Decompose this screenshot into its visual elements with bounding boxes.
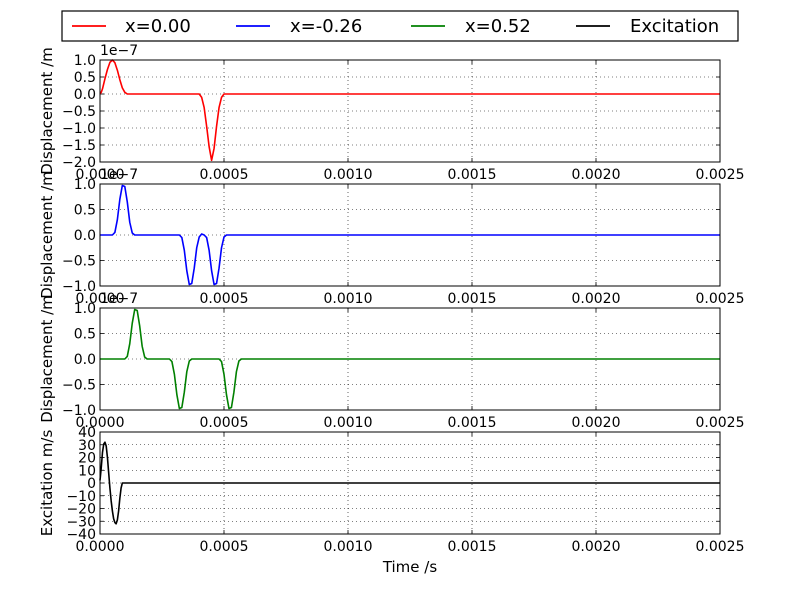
axes-frame	[99, 183, 721, 287]
y-tick-label: −1.0	[62, 403, 96, 419]
x-tick-label: 0.0005	[200, 415, 249, 431]
x-tick-label: 0.0005	[200, 291, 249, 307]
x-tick-label: 0.0010	[324, 167, 373, 183]
y-tick-label: 0.5	[74, 70, 96, 86]
y-tick-label: 0.0	[74, 228, 96, 244]
subplot-2: 0.0000 0.0005 0.0010 0.0015 0.0020 0.0025 −1.0…	[38, 167, 745, 307]
subplot-4: 0.0000 0.0005 0.0010 0.0015 0.0020 0.0025−40−…	[38, 425, 745, 555]
axes-frame	[99, 307, 721, 411]
y-tick-label: 1.0	[74, 53, 96, 69]
subplot-3: 0.0000 0.0005 0.0010 0.0015 0.0020 0.0025 −1.0…	[38, 291, 745, 431]
legend-frame	[61, 10, 739, 42]
y-tick-label: 20	[78, 451, 96, 467]
y-tick-label: −10	[66, 489, 96, 505]
y-tick-label: −0.5	[62, 378, 96, 394]
x-tick-label: 0.0000	[76, 415, 125, 431]
x-tick-label: 0.0020	[572, 291, 621, 307]
x-tick-label: 0.0010	[324, 539, 373, 555]
x-tick-label: 0.0000	[76, 291, 125, 307]
x-tick-label: 0.0010	[324, 415, 373, 431]
x-tick-label: 0.0025	[696, 539, 745, 555]
subplot-1: 0.0000 0.0005 0.0010 0.0015 0.0020 0.0025 −2.0…	[38, 43, 745, 183]
x-tick-label: 0.0005	[200, 167, 249, 183]
y-tick-label: −1.5	[62, 138, 96, 154]
y-tick-label: −20	[66, 502, 96, 518]
y-tick-label: 30	[78, 438, 96, 454]
series-line-excitation	[99, 441, 720, 525]
x-tick-label: 0.0025	[696, 291, 745, 307]
y-axis-label: Displacement /m	[38, 47, 56, 175]
x-tick-label: 0.0015	[448, 539, 497, 555]
y-axis-label: Excitation m/s	[38, 430, 56, 537]
x-tick-label: 0.0025	[696, 415, 745, 431]
axis-offset-text: 1e−7	[100, 291, 138, 307]
y-tick-label: −1.0	[62, 121, 96, 137]
y-tick-label: 1.0	[74, 177, 96, 193]
axes-frame	[99, 59, 721, 163]
x-tick-label: 0.0010	[324, 291, 373, 307]
series-line-x-minus-0-26	[100, 184, 720, 286]
y-tick-label: 0.0	[74, 352, 96, 368]
x-tick-label: 0.0015	[448, 291, 497, 307]
y-tick-label: 0.0	[74, 87, 96, 103]
legend: x=0.00 x=-0.26 x=0.52 Excitation	[61, 10, 739, 42]
y-tick-label: −0.5	[62, 104, 96, 120]
x-tick-label: 0.0015	[448, 167, 497, 183]
y-axis-label: Displacement /m	[38, 295, 56, 423]
y-tick-label: 1.0	[74, 301, 96, 317]
legend-label-excitation: Excitation	[630, 16, 719, 37]
legend-label-x-0-52: x=0.52	[465, 16, 531, 37]
x-tick-label: 0.0020	[572, 539, 621, 555]
y-tick-label: 0.5	[74, 327, 96, 343]
x-axis-label: Time /s	[382, 558, 438, 576]
y-tick-label: 0	[87, 476, 96, 492]
x-tick-label: 0.0015	[448, 415, 497, 431]
x-tick-label: 0.0020	[572, 167, 621, 183]
y-tick-label: −2.0	[62, 155, 96, 171]
y-tick-label: 0.5	[74, 203, 96, 219]
y-axis-label: Displacement /m	[38, 171, 56, 299]
y-tick-label: −30	[66, 514, 96, 530]
x-tick-label: 0.0020	[572, 415, 621, 431]
x-tick-label: 0.0000	[76, 167, 125, 183]
y-tick-label: −40	[66, 527, 96, 543]
axis-offset-text: 1e−7	[100, 43, 138, 59]
y-tick-label: 10	[78, 463, 96, 479]
y-tick-label: 40	[78, 425, 96, 441]
y-tick-label: −0.5	[62, 254, 96, 270]
series-line-x-0-52	[100, 308, 720, 410]
legend-label-x-minus-0-26: x=-0.26	[290, 16, 362, 37]
series-line-x-0-00	[99, 59, 720, 162]
legend-label-x-0-00: x=0.00	[125, 16, 191, 37]
axis-offset-text: 1e−7	[100, 167, 138, 183]
axes-frame	[99, 431, 721, 535]
x-tick-label: 0.0005	[200, 539, 249, 555]
x-tick-label: 0.0025	[696, 167, 745, 183]
y-tick-label: −1.0	[62, 279, 96, 295]
x-tick-label: 0.0000	[76, 539, 125, 555]
